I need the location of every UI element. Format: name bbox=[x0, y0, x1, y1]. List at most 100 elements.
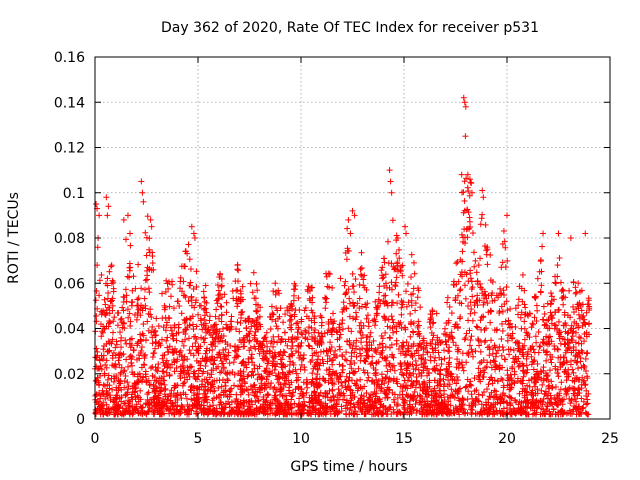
data-point bbox=[441, 355, 448, 362]
data-point bbox=[399, 272, 406, 279]
data-point bbox=[246, 347, 253, 354]
data-point bbox=[531, 314, 538, 321]
y-tick-label: 0 bbox=[76, 412, 85, 428]
data-point bbox=[520, 346, 527, 353]
data-point bbox=[108, 298, 115, 305]
data-point bbox=[403, 288, 410, 295]
data-point bbox=[393, 250, 400, 257]
data-point bbox=[130, 273, 137, 280]
data-point bbox=[462, 103, 469, 110]
data-point bbox=[160, 368, 167, 375]
x-tick-label: 5 bbox=[194, 431, 203, 447]
data-point bbox=[544, 348, 551, 355]
data-point bbox=[342, 378, 349, 385]
data-point bbox=[581, 338, 588, 345]
data-point bbox=[390, 396, 397, 403]
data-point bbox=[119, 304, 126, 311]
data-point bbox=[275, 333, 282, 340]
data-point bbox=[188, 223, 195, 230]
data-point bbox=[342, 291, 349, 298]
data-point bbox=[469, 293, 476, 300]
data-point bbox=[469, 406, 476, 413]
data-point bbox=[322, 296, 329, 303]
data-point bbox=[552, 279, 559, 286]
data-point bbox=[336, 343, 343, 350]
data-point bbox=[558, 379, 565, 386]
data-point bbox=[247, 383, 254, 390]
data-point bbox=[477, 255, 484, 262]
data-point bbox=[347, 400, 354, 407]
data-point bbox=[468, 278, 475, 285]
data-point bbox=[214, 282, 221, 289]
data-point bbox=[138, 344, 145, 351]
data-point bbox=[274, 325, 281, 332]
data-point bbox=[210, 402, 217, 409]
data-point bbox=[468, 391, 475, 398]
data-point bbox=[408, 274, 415, 281]
data-point bbox=[466, 192, 473, 199]
data-point bbox=[216, 315, 223, 322]
data-point bbox=[357, 266, 364, 273]
data-point bbox=[399, 339, 406, 346]
data-point bbox=[276, 290, 283, 297]
data-point bbox=[93, 345, 100, 352]
data-point bbox=[279, 369, 286, 376]
data-point bbox=[488, 337, 495, 344]
data-point bbox=[382, 355, 389, 362]
data-point bbox=[329, 284, 336, 291]
data-point bbox=[162, 385, 169, 392]
data-point bbox=[555, 346, 562, 353]
data-point bbox=[166, 303, 173, 310]
data-point bbox=[218, 282, 225, 289]
data-point bbox=[206, 317, 213, 324]
data-point bbox=[580, 404, 587, 411]
data-point bbox=[497, 400, 504, 407]
data-point bbox=[137, 387, 144, 394]
data-point bbox=[411, 388, 418, 395]
data-point bbox=[506, 381, 513, 388]
data-point bbox=[490, 357, 497, 364]
data-point bbox=[484, 261, 491, 268]
data-point bbox=[541, 310, 548, 317]
data-point bbox=[551, 342, 558, 349]
data-point bbox=[482, 221, 489, 228]
data-point bbox=[109, 277, 116, 284]
data-point bbox=[391, 399, 398, 406]
data-point bbox=[384, 323, 391, 330]
data-point bbox=[163, 337, 170, 344]
data-point bbox=[364, 312, 371, 319]
data-point bbox=[535, 328, 542, 335]
data-point bbox=[228, 313, 235, 320]
data-point bbox=[109, 386, 116, 393]
data-point bbox=[348, 328, 355, 335]
data-point bbox=[468, 411, 475, 418]
data-point bbox=[111, 314, 118, 321]
data-point bbox=[463, 330, 470, 337]
data-point bbox=[375, 345, 382, 352]
data-point bbox=[147, 306, 154, 313]
data-point bbox=[560, 293, 567, 300]
data-point bbox=[492, 353, 499, 360]
data-point bbox=[404, 385, 411, 392]
data-point bbox=[572, 339, 579, 346]
data-point bbox=[231, 382, 238, 389]
data-point bbox=[567, 327, 574, 334]
data-point bbox=[108, 262, 115, 269]
y-tick-label: 0.02 bbox=[54, 367, 85, 383]
data-point bbox=[483, 247, 490, 254]
data-point bbox=[252, 398, 259, 405]
data-point bbox=[500, 347, 507, 354]
data-point bbox=[343, 256, 350, 263]
data-point bbox=[448, 310, 455, 317]
data-point bbox=[138, 338, 145, 345]
data-point bbox=[477, 348, 484, 355]
data-point bbox=[317, 348, 324, 355]
data-point bbox=[159, 290, 166, 297]
data-point bbox=[226, 360, 233, 367]
data-point bbox=[168, 387, 175, 394]
data-point bbox=[488, 364, 495, 371]
data-point bbox=[402, 223, 409, 230]
data-point bbox=[412, 357, 419, 364]
data-point bbox=[582, 367, 589, 374]
